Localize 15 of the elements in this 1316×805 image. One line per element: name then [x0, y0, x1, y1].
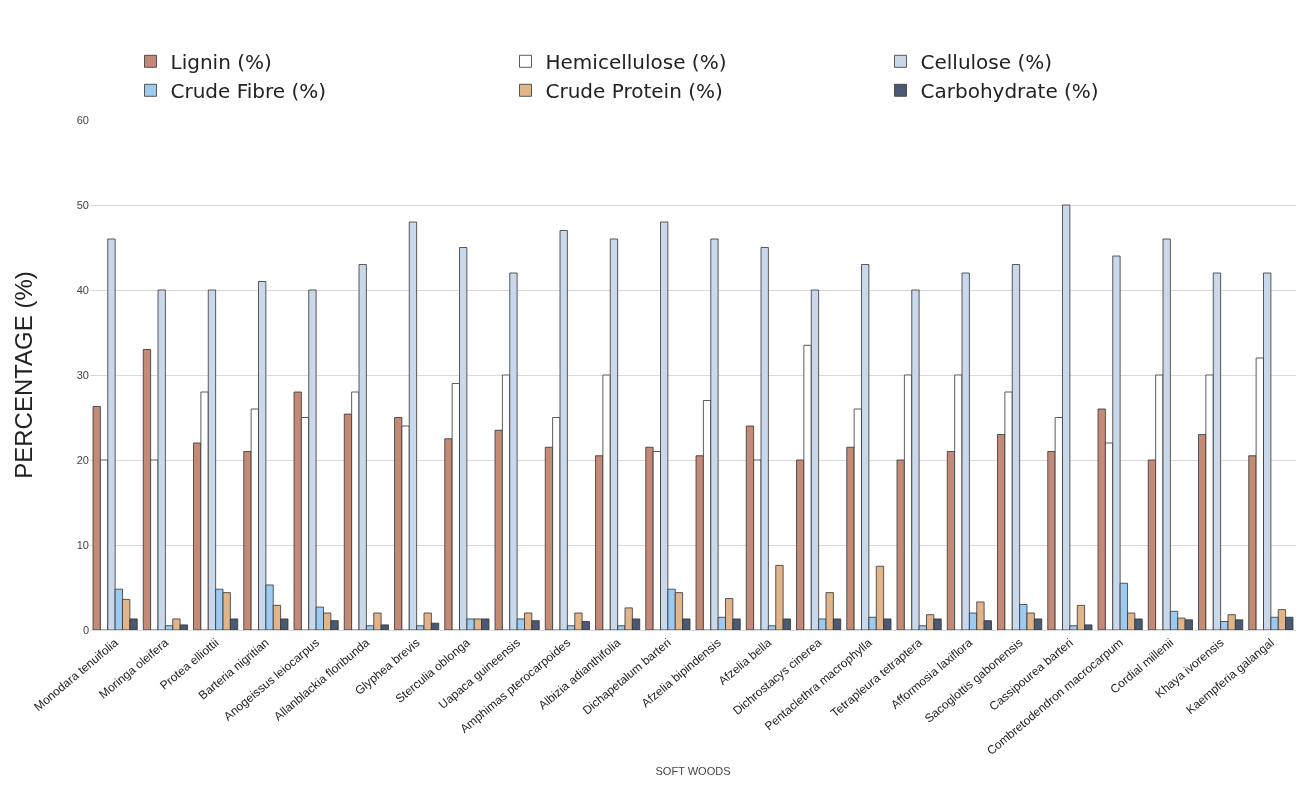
legend-label: Crude Fibre (%)	[170, 79, 327, 104]
legend-label: Crude Protein (%)	[545, 79, 723, 104]
legend-label: Hemicellulose (%)	[545, 50, 727, 75]
y-tick-label: 0	[82, 623, 89, 636]
legend-label: Lignin (%)	[170, 50, 272, 75]
y-axis-title: PERCENTAGE (%)	[10, 271, 37, 479]
legend-label: Carbohydrate (%)	[920, 79, 1099, 104]
y-tick-label: 50	[76, 198, 89, 211]
y-tick-label: 10	[76, 538, 89, 551]
y-tick-label: 40	[76, 283, 89, 296]
y-tick-label: 20	[76, 453, 89, 466]
y-tick-label: 30	[76, 368, 89, 381]
legend-label: Cellulose (%)	[920, 50, 1053, 75]
y-tick-label: 60	[76, 113, 89, 126]
x-axis-title: SOFT WOODS	[655, 764, 731, 777]
